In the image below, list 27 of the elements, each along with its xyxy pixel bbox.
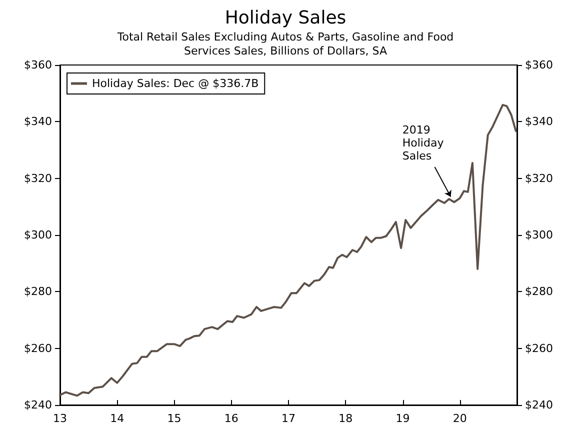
line-series [59,104,517,397]
y-tick-label: $240 [24,398,52,412]
y-tick-label: $260 [24,342,52,355]
x-tick-label: 20 [452,412,467,425]
y2-tick-label: $360 [525,58,553,72]
y2-tick-label: $280 [525,285,553,298]
y2-tick-label: $300 [525,228,553,242]
chart-title: Holiday Sales [224,8,346,28]
x-tick-label: 15 [167,412,182,425]
x-tick-label: 13 [53,412,67,425]
y2-tick-label: $260 [525,342,553,355]
y2-tick-label: $240 [525,398,553,412]
y-tick-label: $280 [24,285,52,298]
y2-tick-label: $340 [525,115,553,128]
y-tick-label: $340 [24,115,52,128]
y-tick-label: $360 [24,58,52,72]
x-tick-label: 17 [282,412,296,425]
x-tick-label: 19 [396,412,410,425]
y-tick-label: $320 [24,172,52,185]
y-tick-label: $300 [24,228,52,242]
legend-label: Holiday Sales: Dec @ $336.7B [92,77,259,90]
x-tick-label: 18 [338,412,353,425]
annotation: 2019 Holiday Sales [402,124,444,163]
chart-subtitle: Total Retail Sales Excluding Autos & Parts, Gasoline and Food Services Sales, Billions of Dollars, SA [116,30,454,58]
x-tick-label: 14 [110,412,124,425]
y2-tick-label: $320 [525,172,553,185]
x-tick-label: 16 [224,412,238,425]
